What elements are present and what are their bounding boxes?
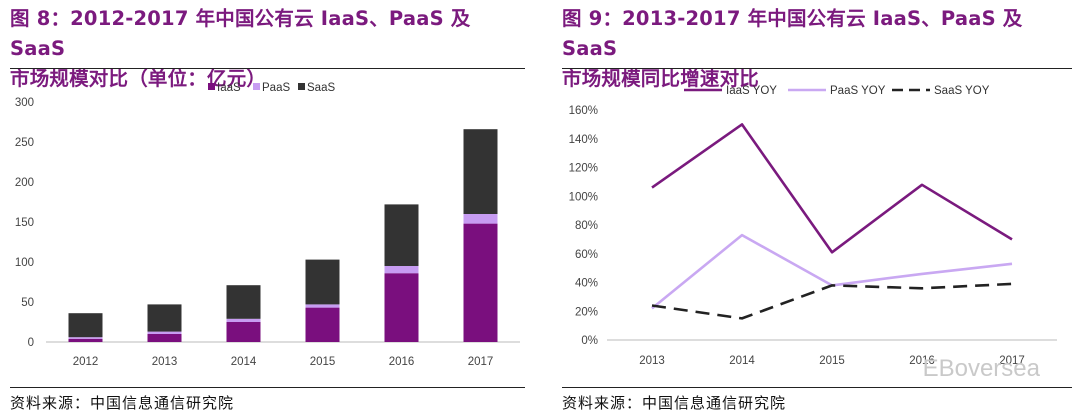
- y-tick-label: 0%: [581, 335, 598, 347]
- title-rule: [10, 68, 525, 69]
- bar-segment-paas: [147, 331, 182, 334]
- series-line-saas-yoy: [651, 282, 1013, 320]
- left-figure: 图 8：2012-2017 年中国公有云 IaaS、PaaS 及 SaaS 市场…: [0, 0, 525, 419]
- bar-segment-iaas: [305, 307, 340, 342]
- legend-label: IaaS YOY: [726, 85, 777, 97]
- title-line-1: 图 8：2012-2017 年中国公有云 IaaS、PaaS 及 SaaS: [10, 7, 471, 60]
- bar-segment-paas: [463, 214, 498, 224]
- bar-segment-saas: [147, 304, 182, 332]
- x-tick-label: 2013: [152, 356, 178, 368]
- x-tick-label: 2016: [909, 355, 935, 367]
- bar-segment-saas: [226, 285, 261, 319]
- y-tick-label: 120%: [569, 163, 598, 175]
- legend-label: PaaS: [262, 82, 290, 94]
- x-tick-label: 2014: [231, 356, 257, 368]
- y-tick-label: 250: [15, 137, 34, 149]
- bar-segment-saas: [68, 313, 103, 338]
- y-tick-label: 50: [21, 297, 34, 309]
- y-tick-label: 0: [28, 337, 34, 349]
- y-tick-label: 80%: [575, 220, 598, 232]
- bar-segment-saas: [463, 129, 498, 214]
- x-tick-label: 2014: [729, 355, 755, 367]
- legend-swatch: [298, 83, 305, 90]
- legend-label: SaaS: [307, 82, 335, 94]
- title-line-2: 市场规模同比增速对比: [562, 67, 760, 90]
- title-rule: [562, 68, 1072, 69]
- legend-label: PaaS YOY: [830, 85, 886, 97]
- x-tick-label: 2017: [999, 355, 1025, 367]
- watermark: EBoversea: [922, 355, 1040, 382]
- bar-segment-iaas: [226, 322, 261, 342]
- source-rule: [562, 387, 1072, 388]
- legend-swatch: [208, 83, 215, 90]
- legend-label: SaaS YOY: [934, 85, 990, 97]
- x-tick-label: 2013: [639, 355, 665, 367]
- line-chart: 0% 20% 40% 60% 80% 100% 120% 140% 160% 2013 2014 20…: [569, 85, 1057, 367]
- bar-segment-saas: [384, 204, 419, 266]
- source-note: 资料来源：中国信息通信研究院: [10, 394, 235, 412]
- right-figure: 图 9：2013-2017 年中国公有云 IaaS、PaaS 及 SaaS 市场…: [552, 0, 1072, 419]
- bar-segment-iaas: [463, 223, 498, 342]
- y-tick-label: 160%: [569, 105, 598, 117]
- bar-segment-iaas: [68, 338, 103, 342]
- x-tick-label: 2017: [468, 356, 494, 368]
- title-line-1: 图 9：2013-2017 年中国公有云 IaaS、PaaS 及 SaaS: [562, 7, 1023, 60]
- bar-segment-saas: [305, 259, 340, 305]
- bar-segment-paas: [68, 337, 103, 339]
- y-tick-label: 100%: [569, 191, 598, 203]
- x-tick-label: 2015: [310, 356, 336, 368]
- legend-swatch: [253, 83, 260, 90]
- x-tick-label: 2015: [819, 355, 845, 367]
- figure-title: 图 8：2012-2017 年中国公有云 IaaS、PaaS 及 SaaS 市场…: [10, 4, 525, 94]
- bar-segment-paas: [305, 304, 340, 308]
- stacked-bar-chart: 0 50 100 150 200 250 300 2012 2013 2014 2015 2016 20…: [15, 82, 520, 368]
- y-tick-label: 100: [15, 257, 34, 269]
- y-tick-label: 40%: [575, 278, 598, 290]
- x-tick-label: 2012: [73, 356, 99, 368]
- bar-segment-iaas: [147, 334, 182, 342]
- x-tick-label: 2016: [389, 356, 415, 368]
- series-line-iaas-yoy: [651, 123, 1013, 254]
- bar-segment-paas: [226, 318, 261, 322]
- y-tick-label: 200: [15, 177, 34, 189]
- y-tick-label: 20%: [575, 306, 598, 318]
- title-line-2: 市场规模对比（单位：亿元）: [10, 67, 267, 90]
- y-tick-label: 140%: [569, 134, 598, 146]
- source-note: 资料来源：中国信息通信研究院: [562, 394, 787, 412]
- legend-label: IaaS: [217, 82, 241, 94]
- y-tick-label: 150: [15, 217, 34, 229]
- y-tick-label: 300: [15, 97, 34, 109]
- source-rule: [10, 387, 525, 388]
- figure-title: 图 9：2013-2017 年中国公有云 IaaS、PaaS 及 SaaS 市场…: [562, 4, 1072, 94]
- bar-segment-paas: [384, 266, 419, 274]
- y-tick-label: 60%: [575, 249, 598, 261]
- bar-segment-iaas: [384, 273, 419, 342]
- series-line-paas-yoy: [651, 233, 1013, 310]
